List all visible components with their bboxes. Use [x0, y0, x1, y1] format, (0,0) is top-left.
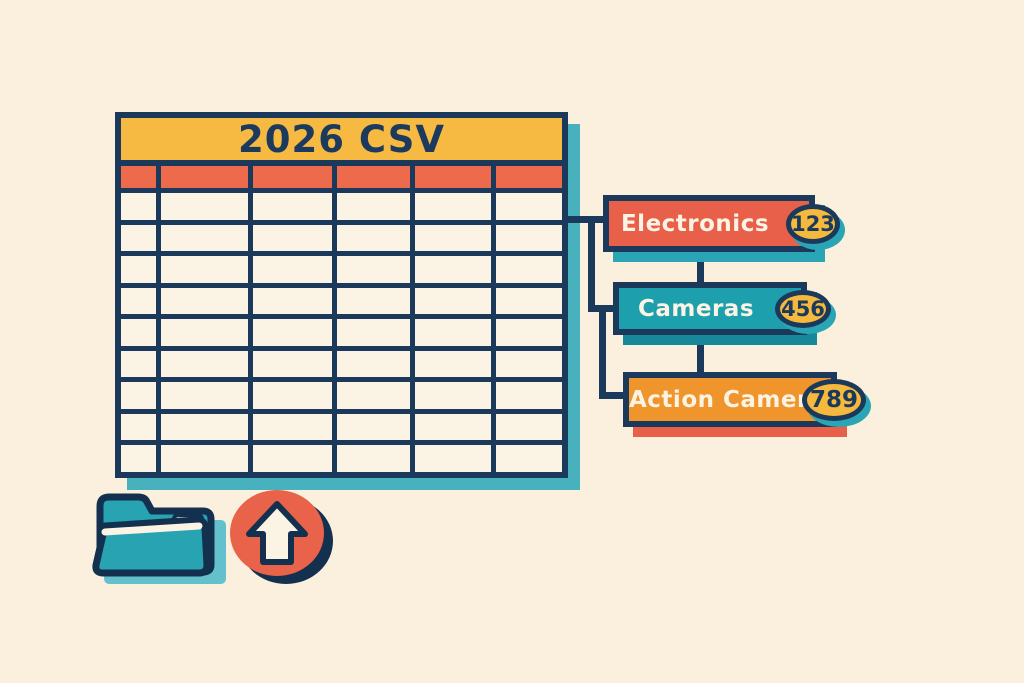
spreadsheet-cell [414, 287, 491, 315]
count-badge: 789 [802, 378, 866, 421]
spreadsheet-title-bar: 2026 CSV [121, 118, 562, 166]
spreadsheet-cell [252, 224, 332, 252]
spreadsheet-cell [252, 287, 332, 315]
spreadsheet-cell [414, 319, 491, 346]
connector-line [697, 333, 704, 375]
spreadsheet-cell [160, 256, 248, 283]
spreadsheet-cell [160, 193, 248, 220]
spreadsheet-cell [121, 413, 156, 441]
spreadsheet-cell [336, 193, 410, 220]
spreadsheet-cell [121, 350, 156, 378]
spreadsheet-cell [336, 350, 410, 378]
spreadsheet-cell [414, 445, 491, 472]
spreadsheet-cell [121, 287, 156, 315]
connector-line [588, 216, 595, 312]
spreadsheet-cell [160, 350, 248, 378]
spreadsheet-cell [495, 350, 562, 378]
spreadsheet-cell [160, 287, 248, 315]
spreadsheet-cell [160, 445, 248, 472]
column-header-cell [160, 166, 248, 188]
category-node-cameras[interactable]: Cameras 456 [613, 282, 831, 335]
column-header-cell [121, 166, 156, 188]
spreadsheet-cell [160, 382, 248, 409]
count-badge: 123 [786, 203, 840, 244]
count-badge: 456 [775, 289, 831, 328]
count-value: 789 [809, 386, 858, 413]
spreadsheet-cell [495, 319, 562, 346]
spreadsheet-cell [121, 319, 156, 346]
column-header-cell [414, 166, 491, 188]
spreadsheet-cell [121, 445, 156, 472]
connector-line [563, 216, 610, 223]
category-node-action-cameras[interactable]: Action Cameras 789 [623, 372, 866, 427]
spreadsheet-cell [414, 193, 491, 220]
category-node-electronics[interactable]: Electronics 123 [603, 195, 840, 252]
spreadsheet-cell [252, 382, 332, 409]
spreadsheet-cell [495, 193, 562, 220]
spreadsheet-cell [160, 224, 248, 252]
count-value: 456 [781, 296, 825, 321]
column-header-cell [336, 166, 410, 188]
spreadsheet-cell [336, 413, 410, 441]
spreadsheet-cell [414, 413, 491, 441]
spreadsheet-cell [336, 445, 410, 472]
spreadsheet-cell [414, 224, 491, 252]
spreadsheet-cell [121, 256, 156, 283]
spreadsheet-cell [121, 224, 156, 252]
connector-line [599, 305, 606, 399]
spreadsheet-cell [336, 319, 410, 346]
spreadsheet-cell [495, 224, 562, 252]
upload-arrow-icon[interactable] [224, 484, 339, 589]
column-header-cell [495, 166, 562, 188]
spreadsheet-cell [495, 382, 562, 409]
connector-line [599, 392, 627, 399]
spreadsheet-cell [252, 413, 332, 441]
spreadsheet-cell [414, 350, 491, 378]
spreadsheet-cell [121, 382, 156, 409]
category-label: Electronics [620, 210, 770, 237]
spreadsheet-grid [121, 166, 562, 472]
spreadsheet-cell [495, 445, 562, 472]
spreadsheet-cell [336, 224, 410, 252]
connector-line [697, 250, 704, 286]
spreadsheet-cell [160, 413, 248, 441]
spreadsheet-cell [414, 382, 491, 409]
spreadsheet-title: 2026 CSV [238, 117, 445, 161]
count-value: 123 [791, 211, 835, 236]
spreadsheet-cell [414, 256, 491, 283]
spreadsheet-cell [121, 193, 156, 220]
spreadsheet-cell [160, 319, 248, 346]
spreadsheet-cell [252, 445, 332, 472]
spreadsheet-cell [336, 382, 410, 409]
spreadsheet-cell [252, 319, 332, 346]
spreadsheet-cell [252, 193, 332, 220]
folder-icon[interactable] [88, 486, 236, 588]
spreadsheet-cell [336, 287, 410, 315]
spreadsheet: 2026 CSV [115, 112, 568, 478]
spreadsheet-cell [336, 256, 410, 283]
spreadsheet-cell [252, 256, 332, 283]
column-header-cell [252, 166, 332, 188]
spreadsheet-cell [495, 287, 562, 315]
spreadsheet-cell [495, 256, 562, 283]
spreadsheet-cell [252, 350, 332, 378]
spreadsheet-cell [495, 413, 562, 441]
category-label: Cameras [637, 295, 755, 322]
